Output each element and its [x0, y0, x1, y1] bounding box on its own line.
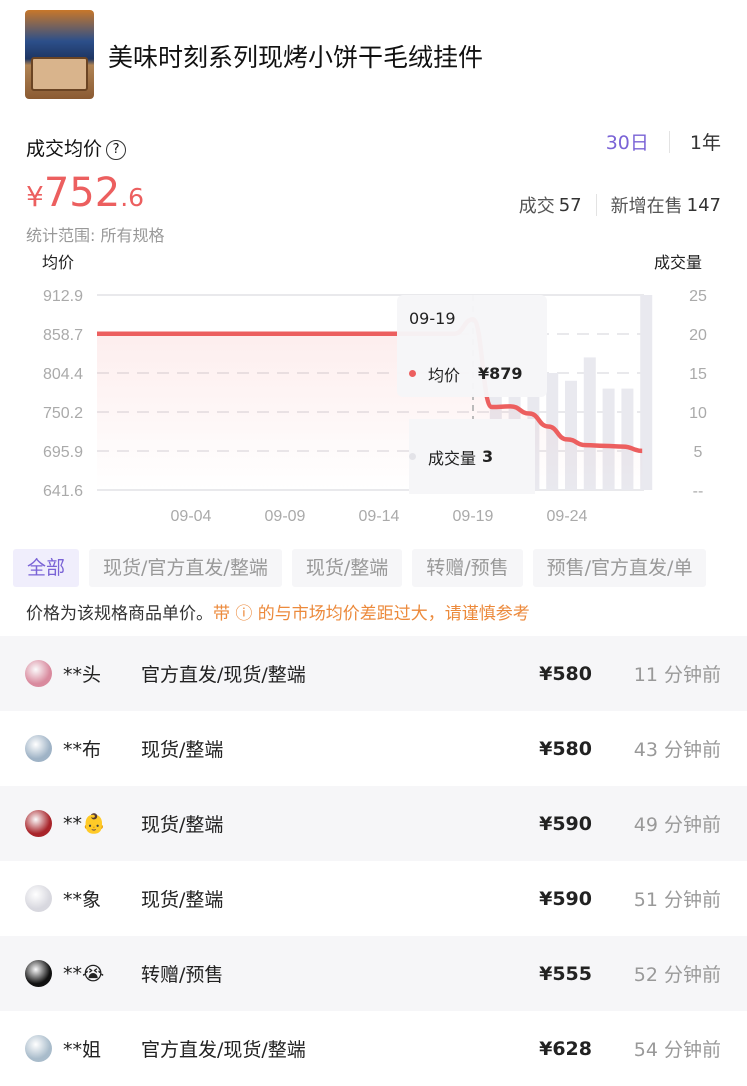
deals-label: 成交	[518, 196, 555, 217]
spec: 转赠/预售	[141, 964, 224, 986]
tooltip-price-value: ¥879	[478, 364, 523, 383]
divider	[595, 194, 597, 216]
range-1y-tab[interactable]: 1年	[689, 132, 721, 154]
x-tick-label: 09-09	[265, 508, 306, 525]
spec: 现货/整端	[141, 739, 224, 761]
help-icon[interactable]: ?	[106, 140, 127, 160]
product-title: 美味时刻系列现烤小饼干毛绒挂件	[108, 43, 484, 72]
transaction-row[interactable]: **象 现货/整端 ¥590 51 分钟前	[0, 861, 747, 936]
transaction-row[interactable]: **头 官方直发/现货/整端 ¥580 11 分钟前	[0, 636, 747, 711]
y-right-tick-label: 10	[689, 405, 707, 422]
transaction-row[interactable]: **👶 现货/整端 ¥590 49 分钟前	[0, 786, 747, 861]
spec: 现货/整端	[141, 814, 224, 836]
buyer-name: **头	[63, 664, 102, 686]
note-text: 价格为该规格商品单价。	[26, 604, 213, 624]
y-axis-right-label: 成交量	[654, 253, 703, 272]
time-ago: 54 分钟前	[633, 1039, 721, 1061]
buyer-name: **布	[63, 739, 102, 761]
deals-value: 57	[558, 194, 582, 216]
tooltip-price-label: 均价	[428, 365, 461, 385]
product-thumbnail[interactable]	[25, 10, 94, 99]
product-thumbnail-art	[31, 57, 88, 91]
x-tick-label: 09-24	[547, 508, 588, 525]
price-integer: 752	[43, 170, 121, 216]
price-decimal: .6	[120, 183, 145, 212]
y-right-tick-label: 15	[689, 366, 707, 383]
new-listed-label: 新增在售	[610, 196, 683, 217]
avg-price-heading: 成交均价?	[26, 134, 127, 161]
tooltip-date: 09-19	[409, 309, 456, 328]
filter-tab[interactable]: 转赠/预售	[412, 549, 523, 587]
filter-tab-all[interactable]: 全部	[13, 549, 80, 587]
chart-tooltip: 09-19 均价 ¥879 成交量 3	[397, 295, 547, 494]
price: ¥580	[539, 662, 592, 685]
avatar	[25, 960, 52, 987]
spec: 现货/整端	[141, 889, 224, 911]
filter-tab[interactable]: 现货/整端	[291, 549, 403, 587]
y-left-tick-label: 858.7	[43, 327, 83, 344]
tooltip-price-row: 均价 ¥879	[409, 336, 535, 411]
new-listed-value: 147	[686, 194, 721, 216]
buyer-name: **姐	[63, 1039, 102, 1061]
price-legend-dot	[409, 370, 416, 377]
note-warning: 带 ⓘ 的与市场均价差距过大，请谨慎参考	[213, 604, 530, 624]
avatar	[25, 735, 52, 762]
filter-tab[interactable]: 预售/官方直发/单	[532, 549, 707, 587]
spec-filter-tabs: 全部 现货/官方直发/整端 现货/整端 转赠/预售 预售/官方直发/单	[13, 549, 707, 587]
price: ¥555	[539, 962, 592, 985]
transaction-row[interactable]: **姐 官方直发/现货/整端 ¥628 54 分钟前	[0, 1011, 747, 1086]
stat-scope: 统计范围: 所有规格	[26, 226, 165, 245]
range-30d-tab[interactable]: 30日	[605, 132, 649, 154]
transaction-row[interactable]: **布 现货/整端 ¥580 43 分钟前	[0, 711, 747, 786]
buyer-name: **象	[63, 889, 102, 911]
divider	[668, 130, 670, 153]
avatar	[25, 810, 52, 837]
buyer-name: **👶	[63, 813, 106, 835]
price-note: 价格为该规格商品单价。带 ⓘ 的与市场均价差距过大，请谨慎参考	[26, 599, 530, 624]
y-left-tick-label: 750.2	[43, 405, 83, 422]
buyer-name: **😭	[63, 962, 105, 985]
avatar	[25, 1035, 52, 1062]
price-area	[97, 319, 643, 490]
filter-tab[interactable]: 现货/官方直发/整端	[89, 549, 282, 587]
spec: 官方直发/现货/整端	[141, 1039, 306, 1061]
price: ¥590	[539, 812, 592, 835]
y-right-tick-label: 20	[689, 327, 707, 344]
y-left-tick-label: 804.4	[43, 366, 83, 383]
avg-price-label: 成交均价	[26, 138, 103, 160]
volume-bar	[640, 295, 653, 490]
avg-price-value: ¥752.6	[26, 170, 144, 216]
x-tick-label: 09-19	[453, 508, 494, 525]
x-tick-label: 09-04	[171, 508, 212, 525]
avatar	[25, 660, 52, 687]
tooltip-volume-label: 成交量	[428, 448, 477, 468]
stats: 成交 57 新增在售 147	[519, 192, 721, 218]
transaction-list: **头 官方直发/现货/整端 ¥580 11 分钟前 **布 现货/整端 ¥58…	[0, 636, 747, 1086]
time-ago: 11 分钟前	[633, 664, 721, 686]
tooltip-volume-value: 3	[482, 447, 494, 466]
y-left-tick-label: 912.9	[43, 288, 83, 305]
price: ¥590	[539, 887, 592, 910]
spec: 官方直发/现货/整端	[141, 664, 306, 686]
time-ago: 43 分钟前	[633, 739, 721, 761]
time-ago: 49 分钟前	[633, 814, 721, 836]
y-right-tick-label: 25	[689, 288, 707, 305]
transaction-row[interactable]: **😭 转赠/预售 ¥555 52 分钟前	[0, 936, 747, 1011]
price: ¥580	[539, 737, 592, 760]
time-ago: 51 分钟前	[633, 889, 721, 911]
y-left-tick-label: 641.6	[43, 483, 83, 500]
price-volume-chart[interactable]: 912.9 25 858.7 20 804.4 15 750.2 10 695.9 5 641.6 -…	[0, 250, 747, 540]
x-tick-label: 09-14	[359, 508, 400, 525]
y-right-tick-label: 5	[694, 444, 703, 461]
currency-symbol: ¥	[26, 180, 44, 213]
time-ago: 52 分钟前	[633, 964, 721, 986]
y-right-tick-label: --	[693, 483, 704, 500]
volume-legend-dot	[409, 453, 416, 460]
avatar	[25, 885, 52, 912]
tooltip-volume-row: 成交量 3	[409, 419, 535, 494]
range-toggle: 30日 1年	[606, 128, 721, 155]
y-left-tick-label: 695.9	[43, 444, 83, 461]
price: ¥628	[539, 1037, 592, 1060]
y-axis-left-label: 均价	[42, 253, 75, 272]
